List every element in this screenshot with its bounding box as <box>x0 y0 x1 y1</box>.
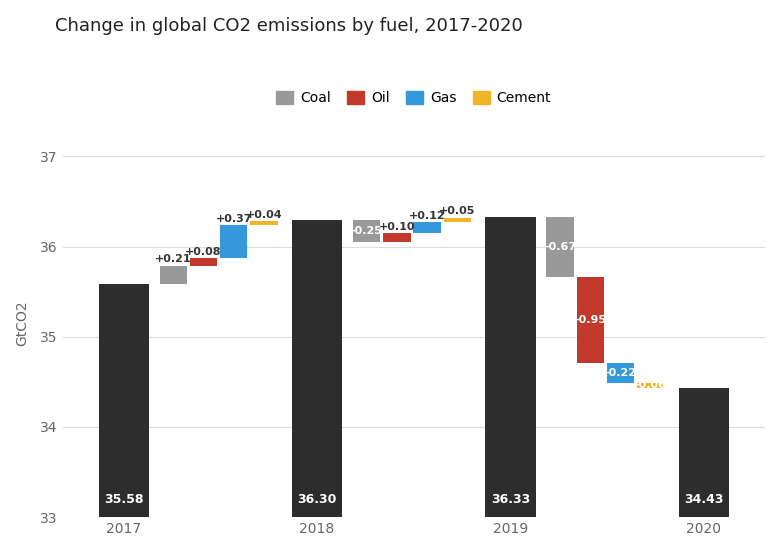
Text: +0.04: +0.04 <box>246 210 282 220</box>
Bar <box>98 284 149 517</box>
Text: 36.33: 36.33 <box>491 493 530 506</box>
Text: +0.10: +0.10 <box>378 222 415 231</box>
Text: 34.43: 34.43 <box>684 493 724 506</box>
Bar <box>353 219 381 242</box>
Text: -0.06: -0.06 <box>635 380 667 391</box>
Bar <box>444 218 471 222</box>
Bar <box>576 277 604 363</box>
Bar <box>485 217 536 517</box>
Text: -0.95: -0.95 <box>574 315 606 325</box>
Bar <box>250 222 278 225</box>
Text: 35.58: 35.58 <box>104 493 144 506</box>
Legend: Coal, Oil, Gas, Cement: Coal, Oil, Gas, Cement <box>271 86 557 111</box>
Bar <box>190 258 217 266</box>
Text: +0.37: +0.37 <box>215 214 252 224</box>
Bar <box>547 217 574 277</box>
Text: +0.21: +0.21 <box>155 254 192 264</box>
Text: -0.67: -0.67 <box>544 242 576 252</box>
Text: +0.12: +0.12 <box>409 211 445 221</box>
Bar <box>413 222 441 233</box>
Text: -0.25: -0.25 <box>351 226 383 236</box>
Text: -0.22: -0.22 <box>604 368 636 378</box>
Y-axis label: GtCO2: GtCO2 <box>15 300 29 346</box>
Text: 36.30: 36.30 <box>297 493 337 506</box>
Bar <box>160 266 187 284</box>
Bar <box>292 219 342 517</box>
Text: Change in global CO2 emissions by fuel, 2017-2020: Change in global CO2 emissions by fuel, … <box>55 17 523 35</box>
Bar <box>383 233 410 242</box>
Text: +0.08: +0.08 <box>186 247 222 257</box>
Text: +0.05: +0.05 <box>439 207 476 217</box>
Bar <box>637 383 665 388</box>
Bar <box>220 225 247 258</box>
Bar <box>679 388 729 517</box>
Bar <box>607 363 634 383</box>
